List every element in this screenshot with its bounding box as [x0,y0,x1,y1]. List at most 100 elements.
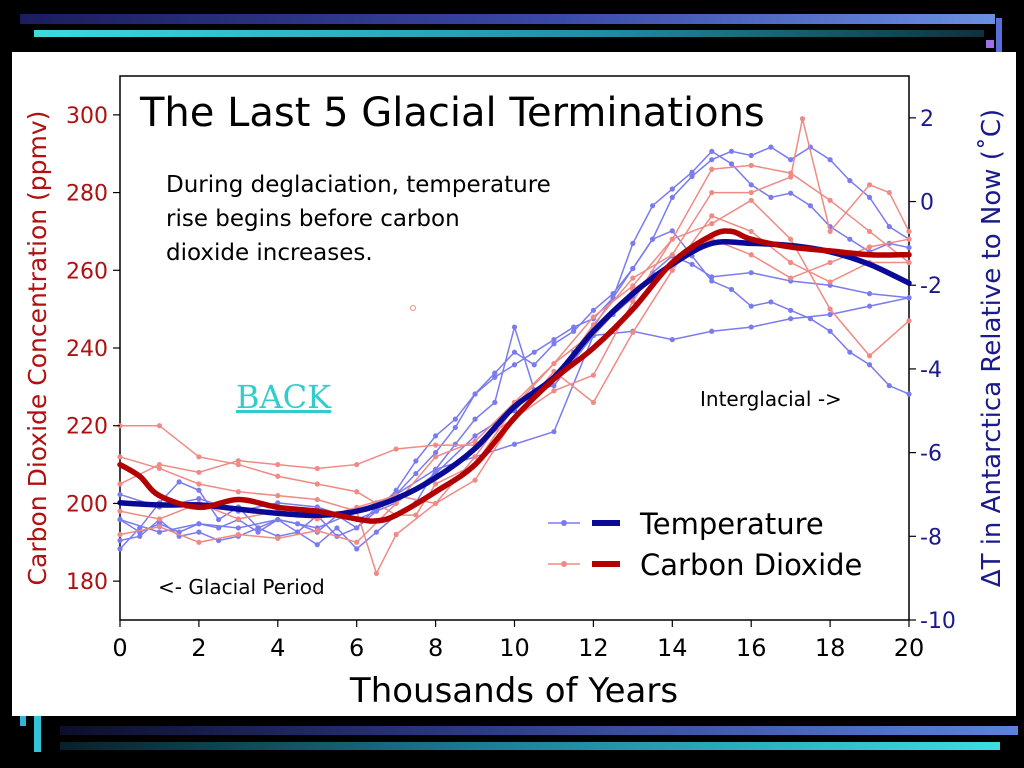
raw-record-point [235,461,241,468]
raw-record-point [748,162,754,168]
raw-record-point [728,161,735,167]
raw-record-point [728,286,735,293]
raw-record-point [433,481,439,487]
raw-record-point [117,491,123,498]
right-y-tick-label: -10 [920,609,956,634]
x-axis-label: Thousands of Years [349,671,678,711]
raw-record-point [709,278,715,284]
raw-record-point [799,116,806,122]
right-y-tick-label: -4 [920,358,942,383]
raw-record-point [117,516,123,523]
raw-record-point [590,399,597,405]
raw-record-point [511,324,518,330]
raw-record-point [373,570,380,576]
raw-record-point [906,236,912,242]
raw-record-point [886,224,892,230]
raw-record-point [117,481,123,487]
right-y-tick-label: -8 [920,525,942,550]
raw-record-point [847,349,853,355]
right-y-tick-label: 2 [920,107,934,132]
chart-title: The Last 5 Glacial Terminations [139,90,765,136]
raw-record-point [275,473,281,479]
raw-record-point [472,438,478,444]
raw-record-point [156,461,163,468]
raw-record-point [196,454,202,460]
raw-record-point [275,493,281,499]
right-y-tick-label: -6 [920,442,942,467]
raw-record-point [669,194,675,200]
raw-record-point [413,458,419,464]
raw-record-point [709,166,715,172]
raw-record-point [748,252,754,258]
raw-record-point [235,458,241,464]
raw-record-point [669,337,675,343]
raw-record-point [433,433,439,439]
raw-record-point [590,307,597,313]
raw-record-point [472,454,478,460]
raw-record-point [117,454,123,460]
raw-record-point [196,487,202,493]
raw-record-point [255,529,261,535]
temperature-raw-record-2 [117,148,912,552]
raw-record-point [531,362,537,368]
raw-record-point [156,516,163,522]
raw-record-point [709,157,715,163]
raw-record-point [275,461,281,468]
raw-record-point [551,429,557,435]
raw-record-point [886,383,892,389]
raw-record-point [393,500,399,507]
raw-record-point [196,469,202,475]
raw-record-point [196,539,202,545]
x-tick-label: 4 [270,634,285,662]
slide-panel: 0 2 4 6 8 10 12 14 16 18 20 180 200 220 240 260 280 300 2 0… [12,52,1016,716]
raw-record-point [788,157,794,163]
x-tick-label: 2 [191,634,206,662]
raw-record-point [314,542,320,548]
raw-record-point [531,349,537,355]
raw-record-point [906,259,912,266]
raw-record-point [156,465,163,472]
raw-record-point [334,525,340,531]
raw-record-point [433,454,439,460]
raw-record-point [669,252,675,258]
raw-record-point [314,528,320,534]
raw-record-point [768,144,774,150]
raw-record-point [156,524,163,530]
x-tick-label: 10 [499,634,530,662]
raw-record-point [314,481,320,487]
legend: Temperature Carbon Dioxide [548,507,862,582]
raw-record-point [748,303,754,309]
raw-record-point [807,203,813,209]
raw-record-point [196,481,202,487]
raw-record-point [788,307,794,313]
plot-area-border [119,75,910,621]
x-tick-label: 14 [657,634,688,662]
raw-record-point [827,311,833,318]
raw-record-point [452,416,458,422]
back-link[interactable]: BACK [236,378,332,416]
left-y-tick-label: 260 [66,259,108,284]
raw-record-point [827,197,833,203]
right-y-tick-label: 0 [920,191,934,216]
glacial-period-label: <- Glacial Period [158,575,325,599]
raw-record-point [492,399,498,405]
raw-record-point [630,329,636,336]
raw-record-point [709,189,715,196]
raw-record-point [275,535,281,541]
raw-record-point [354,489,360,495]
raw-record-point [492,374,498,380]
left-axis-label: Carbon Dioxide Concentration (ppmv) [23,111,52,586]
raw-record-point [314,465,320,472]
raw-record-point [551,388,557,394]
raw-record-point [709,148,715,154]
left-y-tick-label: 180 [66,570,108,595]
interglacial-label: Interglacial -> [700,387,842,411]
raw-record-point [452,424,458,431]
raw-record-point [728,148,735,154]
raw-record-point [669,267,675,273]
raw-record-point [748,228,754,235]
raw-record-point [827,306,833,312]
co2-raw-record-11 [117,236,912,545]
raw-record-point [551,360,557,367]
